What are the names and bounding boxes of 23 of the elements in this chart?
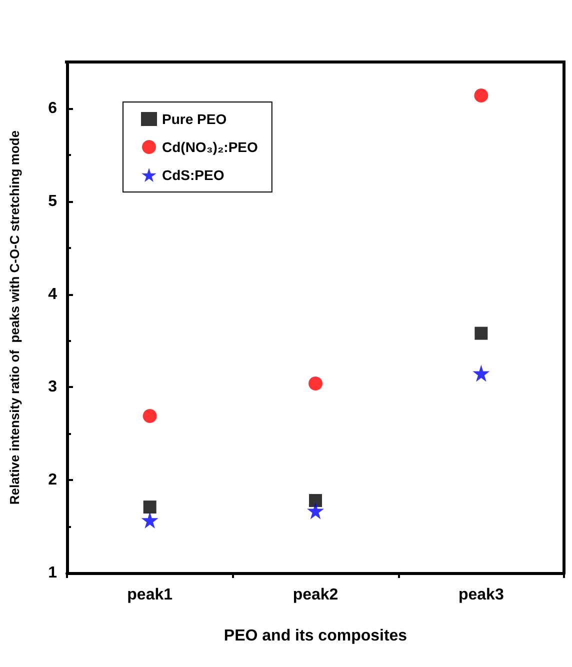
x-tick-label: peak3 <box>458 586 504 604</box>
y-tick-label: 3 <box>48 378 58 396</box>
legend-label: Cd(NO₃)₂:PEO <box>162 139 258 155</box>
y-tick-label: 5 <box>48 192 58 210</box>
x-tick-label: peak2 <box>292 586 338 604</box>
point <box>143 500 156 514</box>
x-axis-title: PEO and its composites <box>224 628 408 644</box>
y-tick-label: 1 <box>48 564 58 582</box>
point <box>141 512 158 529</box>
legend-label: Pure PEO <box>162 111 227 127</box>
y-tick-label: 6 <box>48 100 58 117</box>
point <box>309 494 322 508</box>
point <box>474 326 488 340</box>
point <box>472 364 490 382</box>
point <box>142 408 157 423</box>
x-tick-label: peak1 <box>127 586 173 604</box>
legend-label: CdS:PEO <box>162 167 224 183</box>
point <box>474 88 488 102</box>
point <box>307 502 324 520</box>
y-tick-label: 2 <box>48 472 58 489</box>
y-axis-title: Relative intensity ratio of peaks with C-O-C stretching mode <box>7 130 22 505</box>
point <box>308 376 322 390</box>
y-tick-label: 4 <box>48 286 58 303</box>
